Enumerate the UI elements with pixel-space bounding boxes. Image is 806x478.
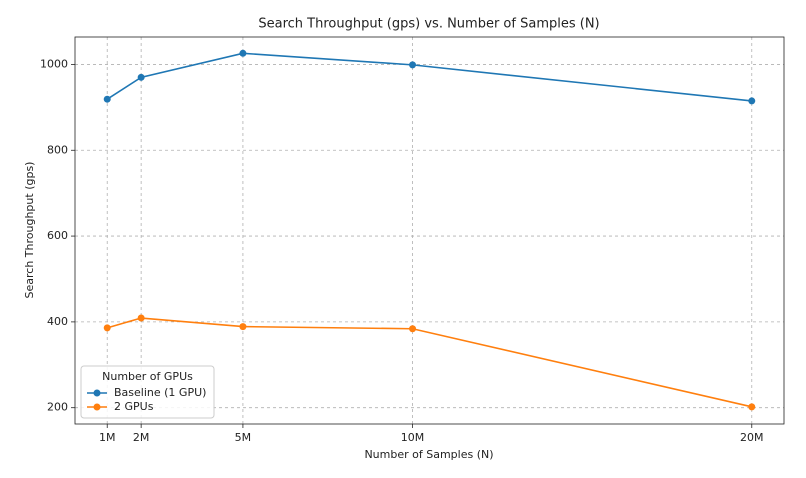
data-point — [748, 403, 756, 411]
y-tick-label: 1000 — [40, 57, 68, 70]
data-point — [239, 323, 247, 331]
x-axis-label: Number of Samples (N) — [364, 448, 493, 461]
plot-frame — [74, 36, 785, 425]
data-point — [103, 324, 111, 332]
series-line — [106, 52, 752, 102]
data-point — [137, 314, 145, 322]
legend-marker — [93, 403, 101, 411]
x-tick-label: 10M — [401, 431, 425, 444]
data-point — [239, 49, 247, 57]
y-tick-label: 200 — [47, 401, 68, 414]
legend-label: Baseline (1 GPU) — [114, 386, 206, 399]
legend-box — [80, 365, 215, 419]
data-point — [409, 325, 417, 333]
y-tick-label: 600 — [47, 229, 68, 242]
legend-title: Number of GPUs — [102, 370, 193, 383]
data-point — [748, 97, 756, 105]
x-tick-label: 1M — [99, 431, 116, 444]
chart-title: Search Throughput (gps) vs. Number of Sa… — [258, 17, 599, 32]
legend-marker — [93, 389, 101, 397]
data-point — [103, 95, 111, 103]
y-axis-label: Search Throughput (gps) — [23, 162, 36, 299]
x-tick-label: 5M — [235, 431, 252, 444]
y-tick-label: 400 — [47, 315, 68, 328]
x-tick-label: 20M — [740, 431, 764, 444]
y-tick-label: 800 — [47, 143, 68, 156]
legend-label: 2 GPUs — [114, 400, 154, 413]
data-point — [137, 73, 145, 81]
data-point — [409, 61, 417, 69]
x-tick-label: 2M — [133, 431, 150, 444]
